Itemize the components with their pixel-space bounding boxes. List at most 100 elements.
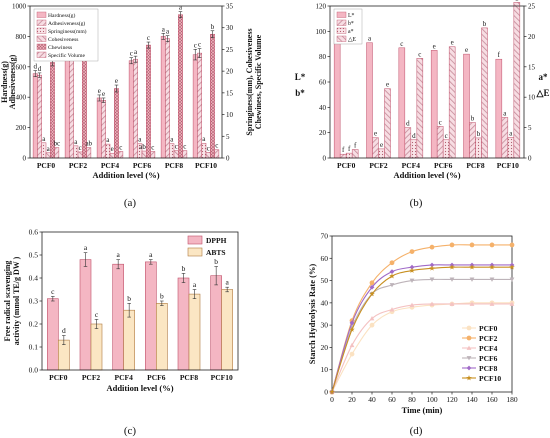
significance-letter: c [418, 50, 421, 58]
bar-cohesiveness-pcf0 [45, 152, 51, 159]
significance-letter: bc [53, 140, 60, 148]
legend-entry: b* [348, 21, 354, 27]
legend-swatch [36, 11, 47, 18]
legend-swatch [187, 235, 203, 245]
bar-0-pcf10 [495, 58, 503, 159]
bar-dpph-pcf2 [79, 259, 92, 371]
significance-letter: e [451, 39, 454, 47]
point-pcf8-60 [389, 269, 395, 275]
point-pcf10-60 [389, 273, 395, 279]
significance-letter: d [34, 63, 38, 71]
x-tick-label: PCF0 [49, 373, 68, 382]
bar-abts-pcf2 [90, 323, 103, 371]
y-axis-label-2: activity (mmol TE/g DW ) [12, 256, 21, 345]
significance-letter: b [471, 115, 475, 123]
x-tick-label: PCF10 [497, 161, 519, 170]
point-pcf4-180 [509, 301, 515, 306]
bar-cohesiveness-pcf6 [141, 150, 147, 159]
x-tick-label: PCF6 [133, 161, 152, 170]
y-tick-label: 70 [321, 232, 329, 241]
x-axis-label: Addition level (%) [106, 383, 173, 393]
y-tick-label: 0 [323, 155, 327, 163]
y-tick-label: 15 [226, 89, 234, 97]
y-tick-label: 5 [528, 124, 532, 132]
y-tick-label: 1000 [12, 3, 27, 11]
legend-marker [466, 325, 472, 331]
significance-letter: a [134, 48, 138, 56]
bar-hardness-g--pcf10 [192, 54, 198, 159]
bar-abts-pcf4 [123, 309, 135, 371]
series-line-pcf2 [331, 244, 512, 393]
legend-swatch [336, 19, 347, 26]
point-pcf2-180 [509, 242, 515, 248]
significance-letter: a [509, 129, 513, 137]
x-tick-label: PCF4 [101, 161, 120, 170]
y-tick-label: 20 [319, 129, 327, 137]
y-tick-label: 30 [321, 321, 329, 330]
x-tick-label: PCF0 [37, 161, 56, 170]
bar-springiness-mm--pcf10 [201, 142, 207, 159]
point-pcf6-120 [449, 277, 455, 282]
y-tick-label: 400 [16, 94, 27, 102]
significance-letter: e [465, 46, 468, 54]
y-tick-label: 20 [321, 343, 329, 352]
bar-springiness-mm--pcf8 [169, 143, 175, 159]
point-pcf4-140 [469, 301, 475, 306]
bar-0-pcf8 [463, 53, 470, 159]
significance-letter: e [433, 42, 436, 50]
y-tick-label: 0 [226, 155, 230, 163]
y-tick-label: 10 [226, 111, 234, 119]
y-tick-label: 0 [23, 155, 27, 163]
bar-2-pcf2 [378, 148, 385, 159]
point-pcf10-100 [429, 265, 435, 271]
significance-letter: ab [85, 140, 92, 148]
legend-entry: PCF4 [479, 344, 498, 353]
bar-cohesiveness-pcf10 [205, 152, 211, 159]
significance-letter: f [354, 141, 357, 149]
panel-label-d: (d) [410, 425, 423, 437]
bar-hardness-g--pcf8 [160, 36, 166, 159]
significance-letter: a [42, 135, 46, 143]
bar-specific-volume-pcf2 [86, 147, 92, 159]
point-pcf4-40 [369, 316, 375, 321]
significance-letter: a [138, 136, 142, 144]
bar-dpph-pcf0 [47, 298, 59, 371]
series-line-pcf10 [331, 266, 512, 393]
legend-entry: ABTS [206, 248, 226, 257]
significance-letter: f [342, 146, 345, 154]
point-pcf8-40 [369, 284, 375, 290]
bar-hardness-g--pcf4 [96, 97, 102, 159]
bar-3-pcf0 [351, 149, 359, 159]
point-pcf2-160 [489, 242, 495, 248]
legend-marker [466, 356, 472, 361]
y-tick-label: 60 [319, 79, 327, 87]
bar-2-pcf8 [475, 137, 482, 159]
bar-0-pcf6 [430, 50, 438, 159]
significance-letter: a [106, 136, 110, 144]
legend-entry: △E [348, 37, 356, 43]
legend-swatch [336, 11, 347, 18]
significance-letter: e [102, 90, 105, 98]
bar-adhesiveness-g--pcf10 [197, 52, 202, 159]
significance-letter: c [400, 40, 403, 48]
point-pcf2-80 [409, 249, 415, 255]
legend-marker [466, 345, 472, 350]
panel-label-c: (c) [124, 425, 137, 437]
y-tick-label: 30 [226, 24, 234, 32]
bar-springiness-mm--pcf2 [73, 145, 79, 159]
significance-letter: c [183, 143, 186, 151]
point-pcf10-180 [509, 264, 515, 270]
y-tick-label: 0.5 [29, 251, 39, 260]
x-tick-label: 20 [348, 395, 356, 404]
panel-a-chart: dbecacdbeaacaaaaaaaceabcccdaecabbcabcccc… [0, 3, 263, 181]
legend-marker [466, 375, 472, 381]
point-pcf6-80 [409, 278, 415, 283]
bar-hardness-g--pcf2 [64, 45, 70, 159]
bar-3-pcf6 [448, 46, 456, 159]
y-tick-label: 25 [528, 3, 536, 11]
bar-cohesiveness-pcf2 [77, 151, 83, 159]
plot-frame [29, 5, 223, 159]
bar-1-pcf0 [339, 153, 347, 159]
y-tick-label: 800 [16, 33, 27, 41]
